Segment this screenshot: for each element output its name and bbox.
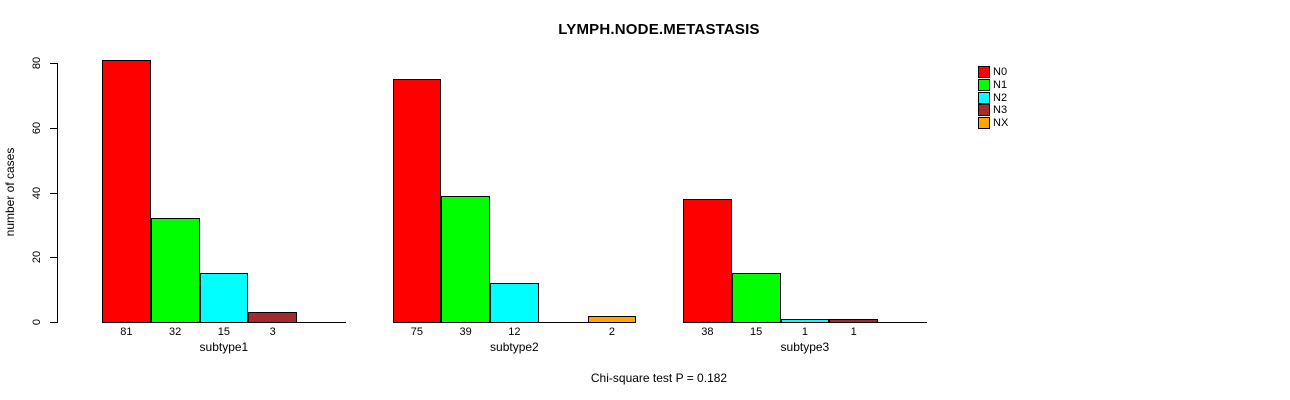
chi-square-note: Chi-square test P = 0.182 bbox=[590, 371, 728, 385]
bar-value-label-subtype1-N3: 3 bbox=[269, 326, 276, 338]
legend-label-N1: N1 bbox=[993, 78, 1008, 91]
bar-subtype1-N3 bbox=[248, 312, 297, 323]
bar-subtype1-N0 bbox=[102, 59, 151, 323]
y-axis-line bbox=[57, 63, 58, 323]
y-tick bbox=[50, 127, 57, 129]
bar-subtype3-N1 bbox=[731, 273, 781, 323]
group-label-subtype1: subtype1 bbox=[199, 340, 249, 354]
legend-label-N3: N3 bbox=[993, 104, 1008, 117]
bar-subtype1-N1 bbox=[150, 218, 200, 323]
bar-subtype2-NX bbox=[587, 315, 637, 323]
bar-value-label-subtype1-N1: 32 bbox=[169, 326, 182, 338]
bar-value-label-subtype3-N1: 15 bbox=[750, 326, 763, 338]
bar-value-label-subtype2-N2: 12 bbox=[508, 326, 521, 338]
y-tick-label: 20 bbox=[31, 251, 43, 264]
y-axis-label: number of cases bbox=[3, 147, 17, 237]
legend-label-N2: N2 bbox=[993, 91, 1008, 104]
legend-swatch-N0 bbox=[978, 66, 990, 78]
bar-value-label-subtype2-NX: 2 bbox=[608, 326, 615, 338]
y-tick-label: 0 bbox=[31, 318, 43, 326]
bar-subtype3-N0 bbox=[683, 198, 732, 323]
y-tick-label: 80 bbox=[31, 56, 43, 70]
bar-subtype2-N0 bbox=[392, 79, 442, 323]
legend-swatch-NX bbox=[978, 117, 990, 129]
bar-subtype3-N2 bbox=[780, 318, 830, 323]
bar-value-label-subtype2-N1: 39 bbox=[459, 326, 472, 338]
y-tick bbox=[50, 192, 57, 194]
legend-label-N0: N0 bbox=[993, 66, 1008, 78]
y-tick bbox=[50, 63, 57, 64]
chart-title: LYMPH.NODE.METASTASIS bbox=[558, 21, 760, 38]
bar-value-label-subtype1-N2: 15 bbox=[217, 326, 230, 338]
group-label-subtype3: subtype3 bbox=[780, 340, 830, 354]
legend-swatch-N1 bbox=[978, 78, 990, 91]
legend-label-NX: NX bbox=[993, 117, 1009, 129]
bar-subtype1-N2 bbox=[199, 273, 249, 323]
y-tick bbox=[50, 322, 57, 323]
bar-value-label-subtype1-N0: 81 bbox=[120, 326, 133, 338]
y-tick bbox=[50, 257, 57, 259]
legend-swatch-N3 bbox=[978, 104, 990, 117]
legend-swatch-N2 bbox=[978, 91, 990, 104]
bar-subtype2-N1 bbox=[441, 195, 490, 323]
bar-value-label-subtype3-N0: 38 bbox=[701, 326, 714, 338]
bar-value-label-subtype3-N3: 1 bbox=[850, 326, 857, 338]
bar-value-label-subtype3-N2: 1 bbox=[801, 326, 808, 338]
group-label-subtype2: subtype2 bbox=[490, 340, 539, 354]
bar-value-label-subtype2-N0: 75 bbox=[410, 326, 423, 338]
bar-subtype3-N3 bbox=[829, 318, 878, 323]
y-tick-label: 60 bbox=[31, 121, 43, 134]
y-tick-label: 40 bbox=[31, 186, 43, 199]
bar-subtype2-N2 bbox=[490, 283, 539, 323]
